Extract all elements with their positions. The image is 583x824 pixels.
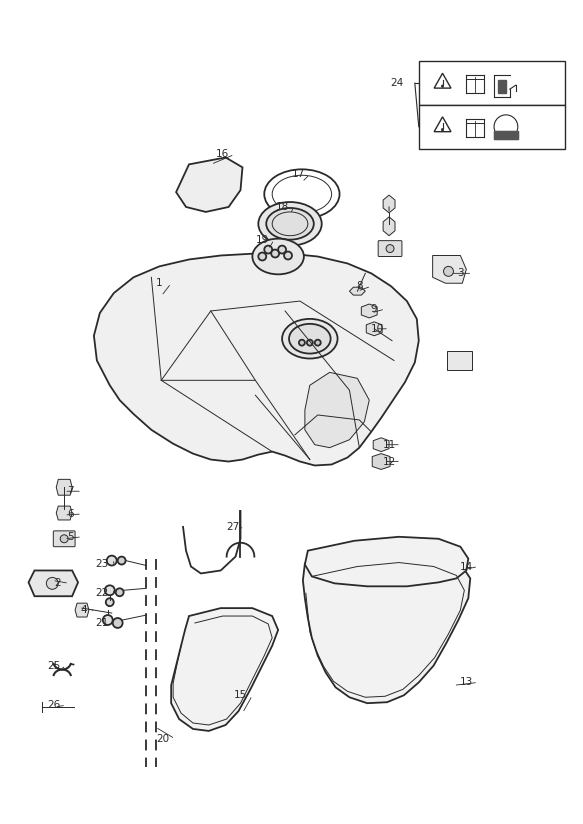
Text: 13: 13 bbox=[459, 677, 473, 687]
Circle shape bbox=[103, 615, 113, 625]
Circle shape bbox=[278, 246, 286, 254]
Circle shape bbox=[284, 251, 292, 260]
FancyBboxPatch shape bbox=[378, 241, 402, 256]
Text: 17: 17 bbox=[292, 169, 304, 180]
Polygon shape bbox=[361, 304, 377, 318]
Text: 12: 12 bbox=[382, 456, 396, 466]
Polygon shape bbox=[171, 608, 278, 731]
Text: 26: 26 bbox=[48, 700, 61, 710]
Polygon shape bbox=[349, 288, 366, 295]
Polygon shape bbox=[447, 350, 472, 371]
Circle shape bbox=[299, 339, 305, 345]
Circle shape bbox=[264, 246, 272, 254]
Ellipse shape bbox=[258, 202, 322, 246]
Ellipse shape bbox=[252, 239, 304, 274]
Text: 1: 1 bbox=[156, 279, 163, 288]
Text: 23: 23 bbox=[95, 559, 108, 569]
Polygon shape bbox=[433, 255, 466, 283]
Text: 24: 24 bbox=[391, 78, 403, 88]
Polygon shape bbox=[75, 603, 89, 617]
Text: 10: 10 bbox=[371, 324, 384, 334]
Bar bbox=[419, 105, 566, 148]
Polygon shape bbox=[94, 254, 419, 466]
Text: 8: 8 bbox=[356, 281, 363, 291]
Circle shape bbox=[106, 598, 114, 606]
Circle shape bbox=[107, 555, 117, 565]
Polygon shape bbox=[494, 131, 518, 138]
Polygon shape bbox=[372, 453, 390, 470]
Bar bbox=[419, 61, 566, 105]
Text: 2: 2 bbox=[54, 578, 61, 588]
Polygon shape bbox=[305, 372, 369, 447]
Circle shape bbox=[258, 252, 266, 260]
Polygon shape bbox=[57, 506, 72, 520]
Polygon shape bbox=[305, 536, 468, 587]
Text: 6: 6 bbox=[67, 509, 73, 519]
Circle shape bbox=[441, 85, 444, 87]
Circle shape bbox=[307, 339, 313, 345]
Text: 18: 18 bbox=[275, 202, 289, 212]
Text: 7: 7 bbox=[67, 486, 73, 496]
Text: 21: 21 bbox=[95, 618, 108, 628]
Text: 5: 5 bbox=[67, 531, 73, 542]
Polygon shape bbox=[498, 80, 506, 93]
Ellipse shape bbox=[282, 319, 338, 358]
Text: 11: 11 bbox=[382, 440, 396, 450]
Ellipse shape bbox=[266, 208, 314, 240]
Text: 27: 27 bbox=[226, 522, 239, 532]
Text: 19: 19 bbox=[256, 235, 269, 245]
Circle shape bbox=[315, 339, 321, 345]
Circle shape bbox=[115, 588, 124, 597]
Text: 9: 9 bbox=[370, 304, 377, 314]
Polygon shape bbox=[29, 570, 78, 597]
Polygon shape bbox=[383, 195, 395, 213]
Polygon shape bbox=[57, 480, 72, 495]
Polygon shape bbox=[366, 322, 382, 335]
Polygon shape bbox=[373, 438, 389, 452]
Circle shape bbox=[105, 585, 115, 595]
Text: 20: 20 bbox=[157, 734, 170, 744]
FancyBboxPatch shape bbox=[53, 531, 75, 546]
Circle shape bbox=[444, 266, 454, 276]
Circle shape bbox=[113, 618, 122, 628]
Polygon shape bbox=[176, 157, 243, 212]
Ellipse shape bbox=[289, 324, 331, 353]
Text: 4: 4 bbox=[80, 605, 87, 615]
Circle shape bbox=[386, 245, 394, 252]
Circle shape bbox=[47, 578, 58, 589]
Polygon shape bbox=[383, 217, 395, 236]
Circle shape bbox=[441, 129, 444, 131]
Polygon shape bbox=[494, 131, 518, 138]
Text: 25: 25 bbox=[48, 661, 61, 671]
Text: 14: 14 bbox=[459, 561, 473, 572]
Text: 3: 3 bbox=[457, 269, 463, 279]
Circle shape bbox=[60, 535, 68, 543]
Text: 15: 15 bbox=[234, 691, 247, 700]
Polygon shape bbox=[303, 550, 470, 703]
Text: 16: 16 bbox=[216, 149, 229, 160]
Circle shape bbox=[118, 556, 125, 564]
Text: 22: 22 bbox=[95, 588, 108, 598]
Circle shape bbox=[271, 250, 279, 257]
